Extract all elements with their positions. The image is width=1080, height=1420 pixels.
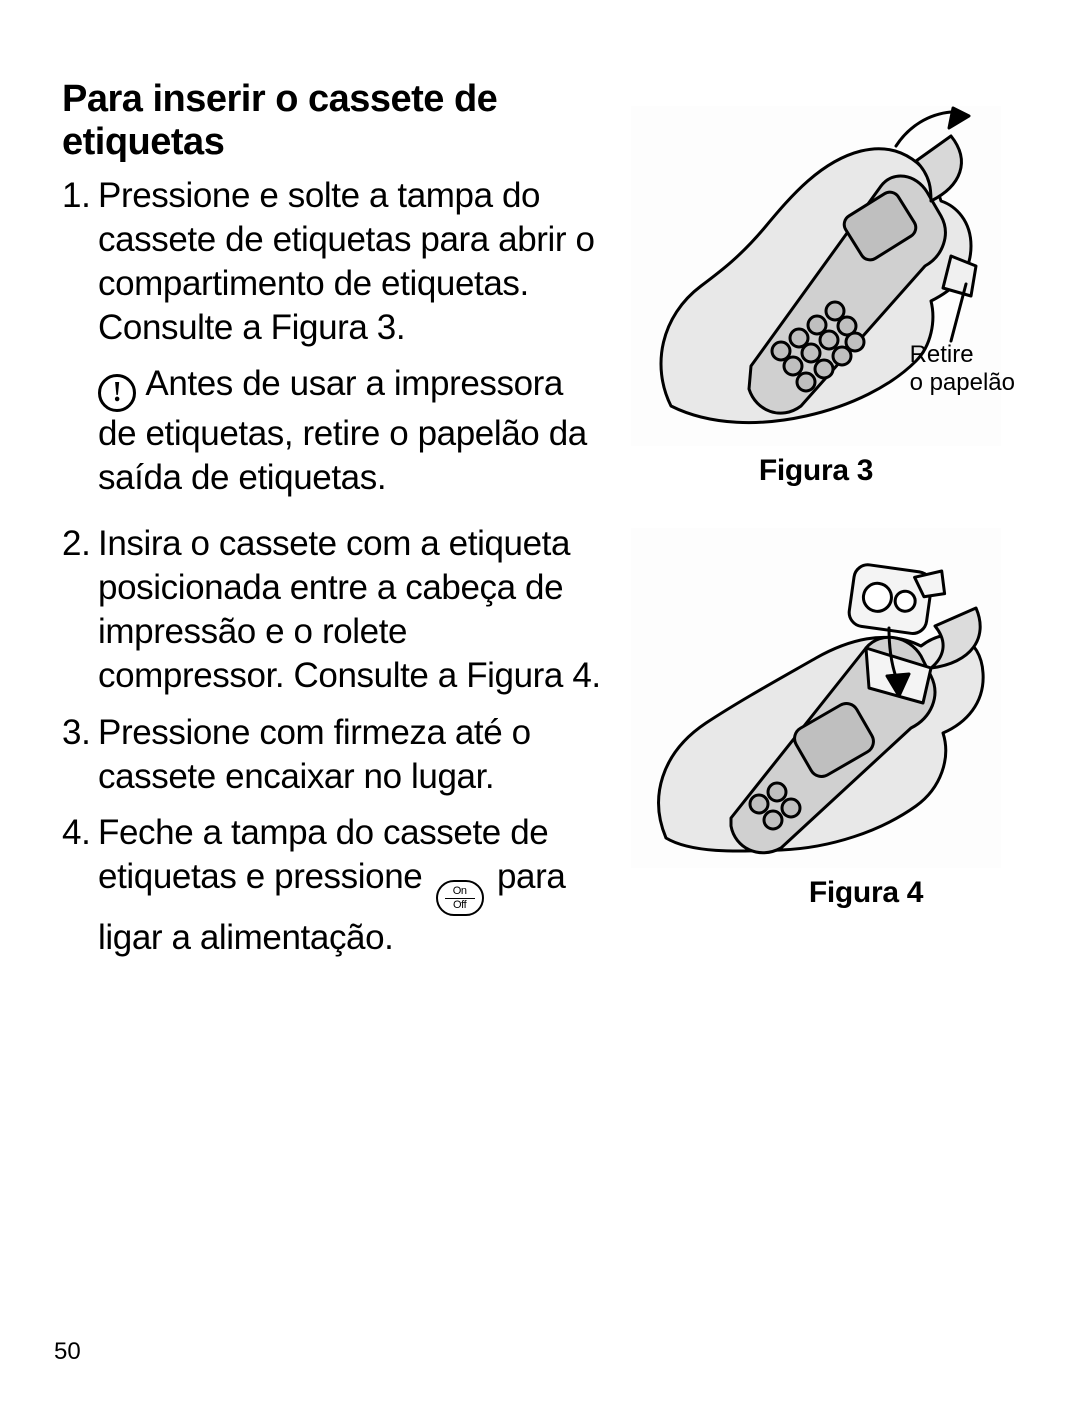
- step-3: 3. Pressione com firmeza até o cassete e…: [62, 711, 602, 799]
- figure-3-caption: Figura 3: [610, 454, 1022, 488]
- on-off-icon: On Off: [436, 880, 484, 916]
- step-1: 1. Pressione e solte a tampa do cassete …: [62, 174, 602, 350]
- off-label: Off: [453, 900, 466, 911]
- step-4-num: 4.: [62, 811, 90, 855]
- instruction-list-cont: 2. Insira o cassete com a etiqueta posic…: [62, 522, 602, 960]
- figure-3-image: Retire o papelão: [631, 106, 1001, 446]
- figure-4-caption: Figura 4: [710, 876, 1022, 910]
- step-3-num: 3.: [62, 711, 90, 755]
- figure-3: Retire o papelão Figura 3: [610, 106, 1022, 488]
- figure-4: Figura 4: [610, 528, 1022, 910]
- figure-3-callout: Retire o papelão: [910, 341, 1015, 396]
- step-2-num: 2.: [62, 522, 90, 566]
- callout-line1: Retire: [910, 341, 974, 368]
- section-heading: Para inserir o cassete de etiquetas: [62, 78, 602, 164]
- on-label: On: [453, 886, 467, 897]
- step-2: 2. Insira o cassete com a etiqueta posic…: [62, 522, 602, 698]
- warning-note: ! Antes de usar a impressora de etiqueta…: [62, 362, 602, 500]
- step-4: 4. Feche a tampa do cassete de etiquetas…: [62, 811, 602, 960]
- warning-text: Antes de usar a impressora de etiquetas,…: [98, 364, 587, 497]
- step-1-num: 1.: [62, 174, 90, 218]
- step-4-pre: Feche a tampa do cassete de etiquetas e …: [98, 813, 548, 896]
- page-number: 50: [54, 1338, 81, 1366]
- warning-icon: !: [98, 374, 136, 412]
- callout-line2: o papelão: [910, 369, 1015, 396]
- step-3-text: Pressione com firmeza até o cassete enca…: [98, 713, 531, 796]
- step-1-text: Pressione e solte a tampa do cassete de …: [98, 176, 595, 347]
- figure-4-image: [631, 528, 1001, 868]
- step-2-text: Insira o cassete com a etiqueta posicion…: [98, 524, 601, 695]
- instruction-list: 1. Pressione e solte a tampa do cassete …: [62, 174, 602, 350]
